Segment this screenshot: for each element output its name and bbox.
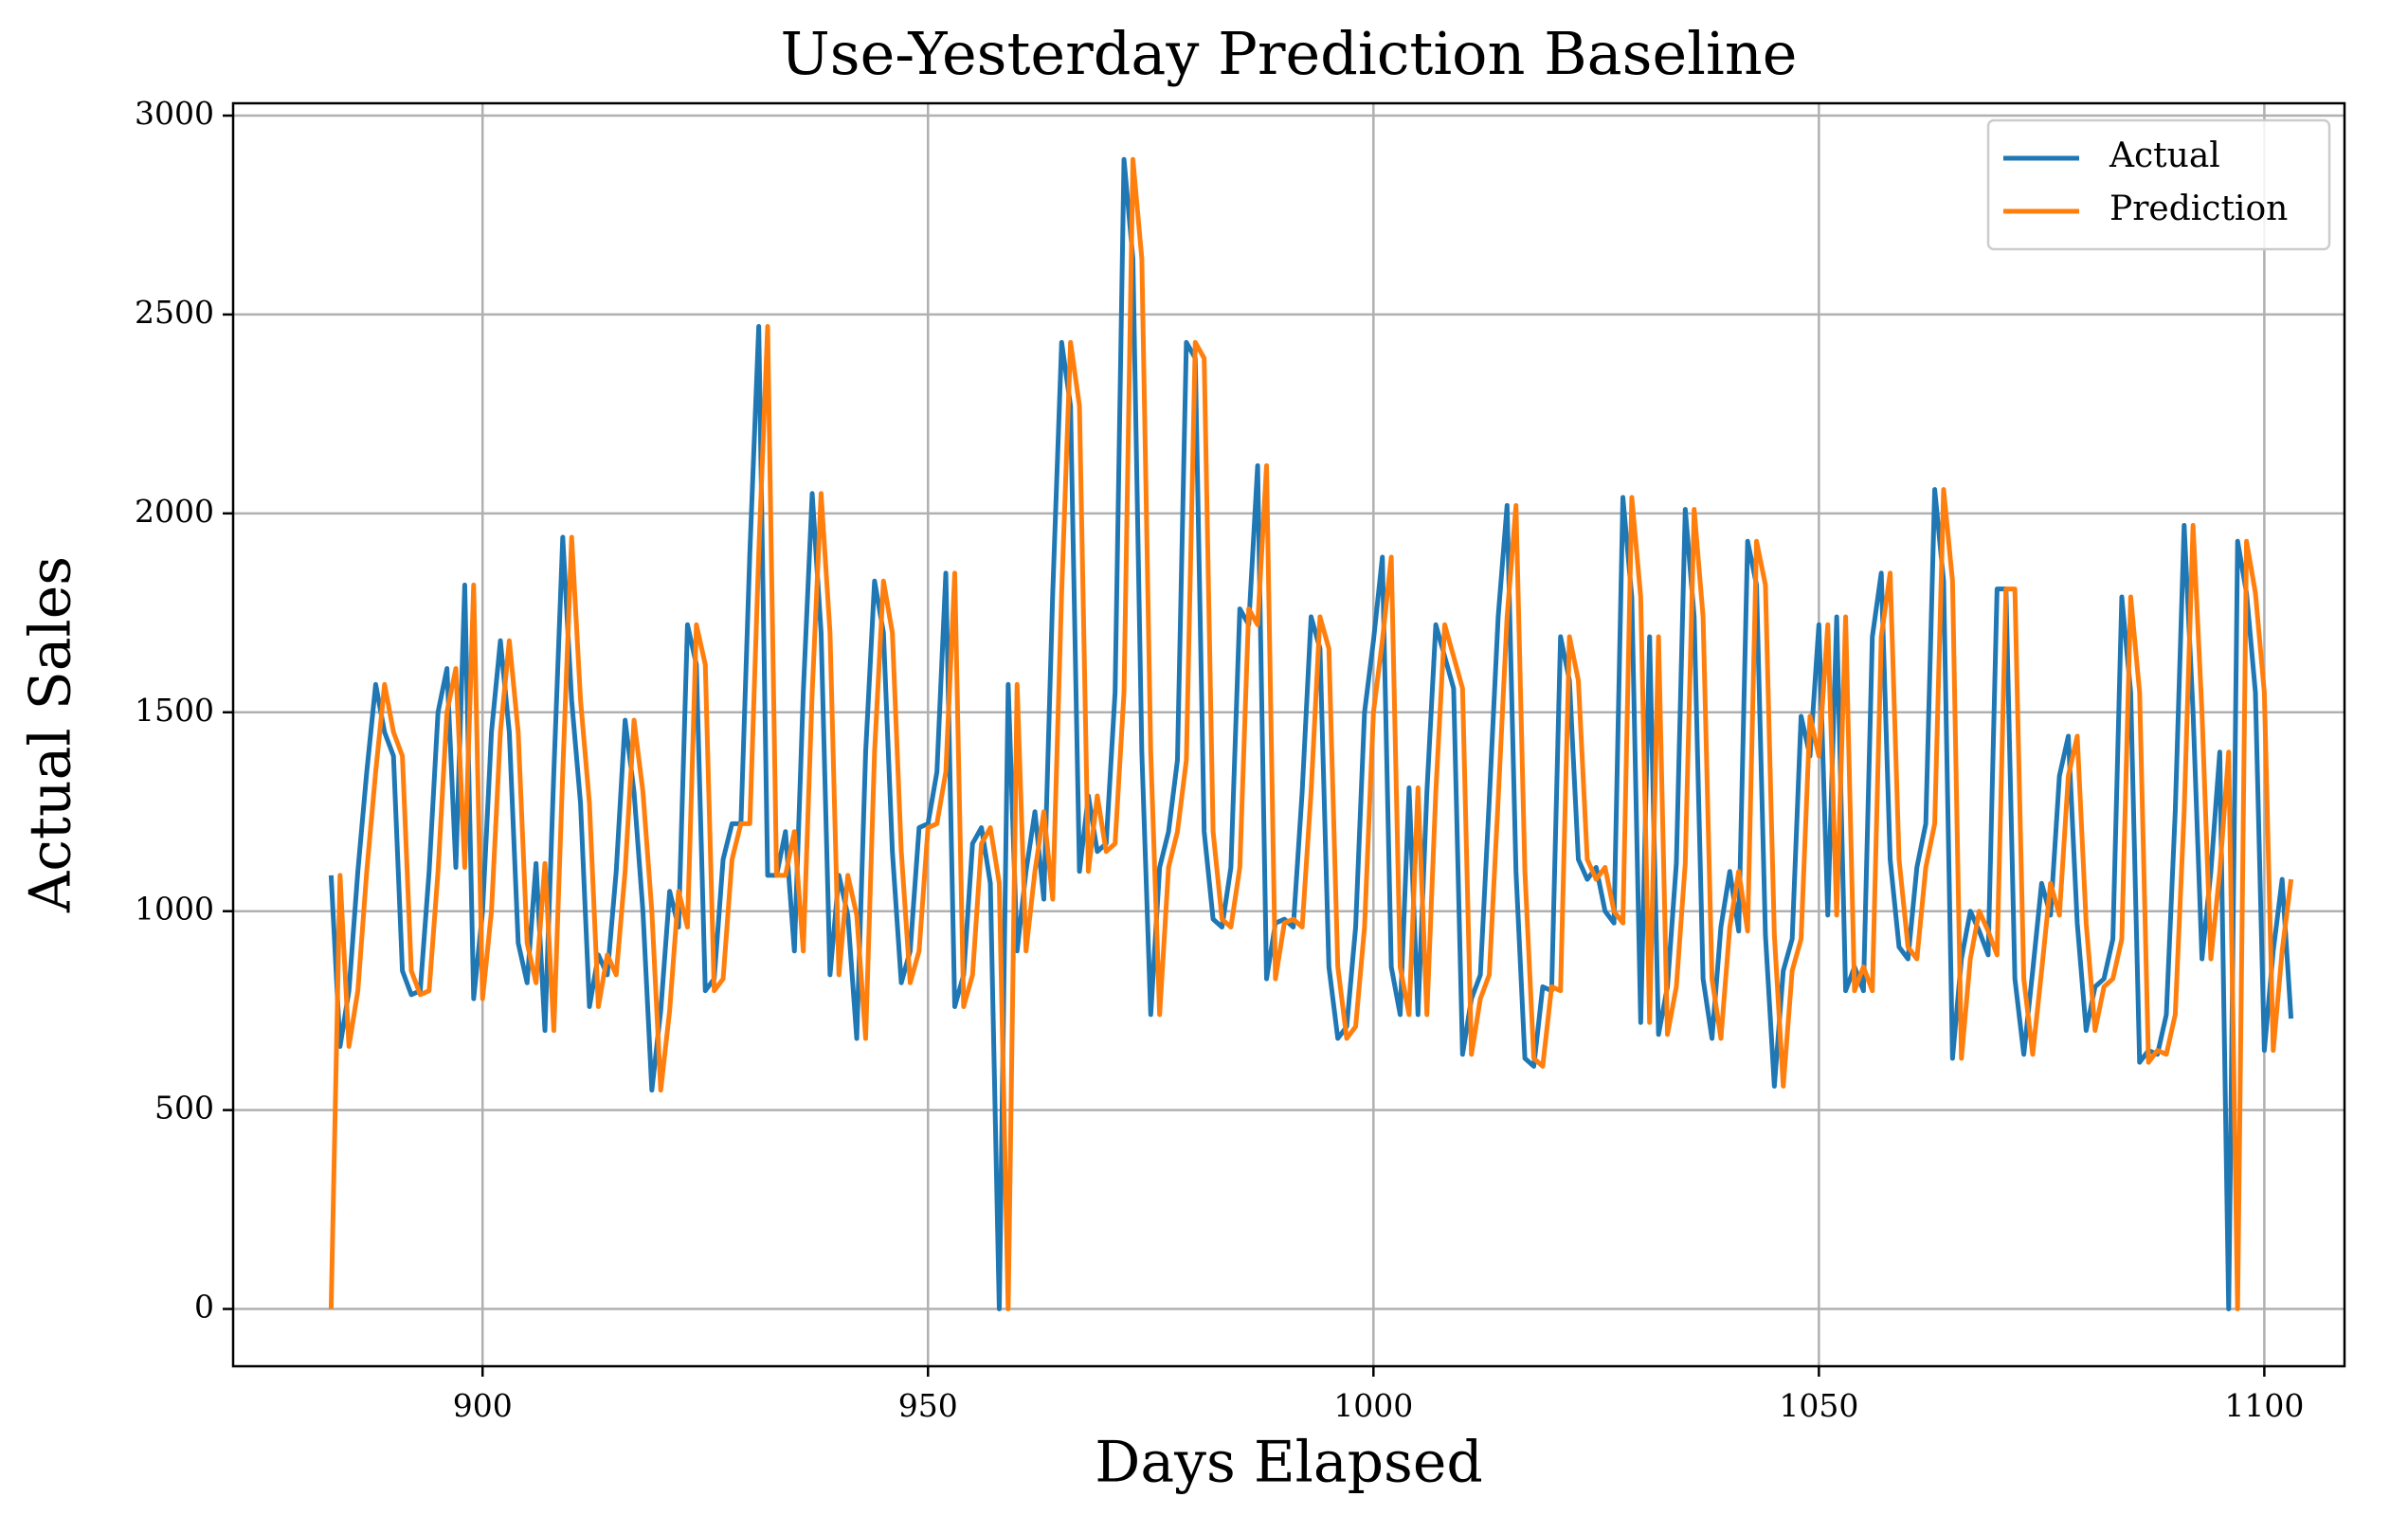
legend-box xyxy=(1986,118,2331,251)
plot-frame xyxy=(231,101,2346,1368)
y-tick-label: 1500 xyxy=(135,692,214,729)
x-axis-label: Days Elapsed xyxy=(1095,1430,1483,1496)
x-tick-label: 950 xyxy=(898,1387,958,1424)
x-tick-label: 1000 xyxy=(1333,1387,1413,1424)
plot-lines xyxy=(328,156,2294,1312)
legend: Actual Prediction xyxy=(1986,118,2331,251)
x-tick-label: 1100 xyxy=(2224,1387,2304,1424)
y-tick-label: 2000 xyxy=(135,493,214,530)
ticks: 0 500 1000 1500 2000 2500 3000 900 950 1000 1050 11… xyxy=(135,95,2304,1424)
legend-label: Prediction xyxy=(2109,189,2288,228)
y-axis-label: Actual Sales xyxy=(18,556,84,913)
y-tick-label: 500 xyxy=(154,1090,214,1127)
y-tick-label: 0 xyxy=(194,1289,214,1326)
chart-title: Use-Yesterday Prediction Baseline xyxy=(781,19,1798,88)
x-tick-label: 900 xyxy=(453,1387,513,1424)
legend-label: Actual xyxy=(2109,136,2220,175)
y-tick-label: 3000 xyxy=(135,95,214,132)
series-line xyxy=(328,156,2294,1312)
y-tick-label: 1000 xyxy=(135,891,214,928)
y-tick-label: 2500 xyxy=(135,294,214,331)
x-tick-label: 1050 xyxy=(1779,1387,1858,1424)
